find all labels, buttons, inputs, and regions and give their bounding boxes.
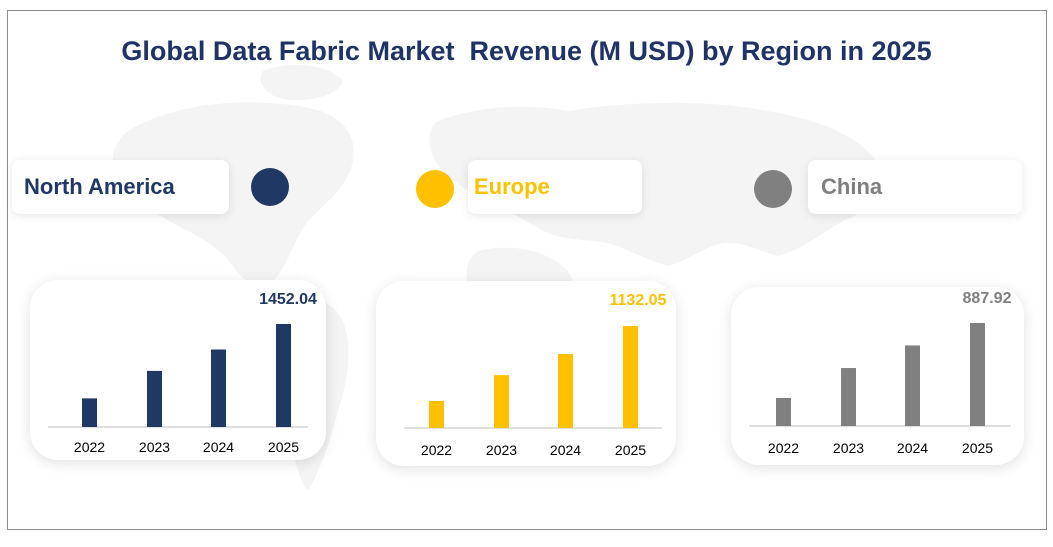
region-name-china: China bbox=[821, 174, 883, 199]
chart-card-europe: 2022 2023 2024 2025 1132.05 bbox=[376, 281, 676, 466]
tick-label-europe-2022: 2022 bbox=[421, 442, 452, 458]
data-label-europe-2025: 1132.05 bbox=[610, 292, 667, 309]
bar-chart-china: 2022 2023 2024 2025 887.92 bbox=[749, 290, 1012, 456]
bar-china-2023 bbox=[841, 368, 856, 426]
bar-china-2022 bbox=[776, 397, 791, 426]
bar-china-2024 bbox=[905, 345, 920, 426]
tick-label-north-america-2022: 2022 bbox=[74, 439, 105, 455]
tick-label-europe-2025: 2025 bbox=[615, 442, 646, 458]
region-name-europe: Europe bbox=[474, 174, 550, 199]
tick-label-north-america-2023: 2023 bbox=[139, 439, 170, 455]
tick-label-china-2025: 2025 bbox=[962, 440, 993, 456]
china-color-dot bbox=[754, 170, 792, 208]
tick-label-north-america-2024: 2024 bbox=[203, 439, 234, 455]
region-label-north-america: North America bbox=[12, 160, 229, 214]
chart-title: Global Data Fabric Market Revenue (M USD… bbox=[121, 36, 932, 66]
north-america-color-dot bbox=[251, 168, 289, 206]
region-label-china: China bbox=[808, 160, 1022, 214]
tick-label-china-2024: 2024 bbox=[897, 440, 928, 456]
chart-card-china: 2022 2023 2024 2025 887.92 bbox=[731, 287, 1024, 465]
bar-north-america-2025 bbox=[276, 324, 291, 427]
tick-label-europe-2024: 2024 bbox=[550, 442, 581, 458]
tick-label-china-2022: 2022 bbox=[768, 440, 799, 456]
bar-china-2025 bbox=[970, 323, 985, 426]
bar-north-america-2023 bbox=[147, 370, 162, 427]
chart-card-north-america: 2022 2023 2024 2025 1452.04 bbox=[30, 280, 326, 460]
data-label-china-2025: 887.92 bbox=[963, 290, 1012, 307]
bar-north-america-2022 bbox=[82, 398, 97, 427]
region-name-north-america: North America bbox=[24, 174, 175, 199]
region-label-europe: Europe bbox=[468, 160, 642, 214]
europe-color-dot bbox=[416, 170, 454, 208]
data-label-north-america-2025: 1452.04 bbox=[259, 291, 317, 308]
bar-europe-2022 bbox=[429, 400, 444, 428]
bar-chart-north-america: 2022 2023 2024 2025 1452.04 bbox=[48, 291, 317, 455]
bar-europe-2024 bbox=[558, 353, 573, 428]
tick-label-china-2023: 2023 bbox=[833, 440, 864, 456]
tick-label-europe-2023: 2023 bbox=[486, 442, 517, 458]
bar-europe-2025 bbox=[623, 326, 638, 428]
bar-chart-europe: 2022 2023 2024 2025 1132.05 bbox=[404, 292, 667, 458]
bar-north-america-2024 bbox=[211, 349, 226, 427]
bar-europe-2023 bbox=[494, 375, 509, 428]
tick-label-north-america-2025: 2025 bbox=[268, 439, 299, 455]
